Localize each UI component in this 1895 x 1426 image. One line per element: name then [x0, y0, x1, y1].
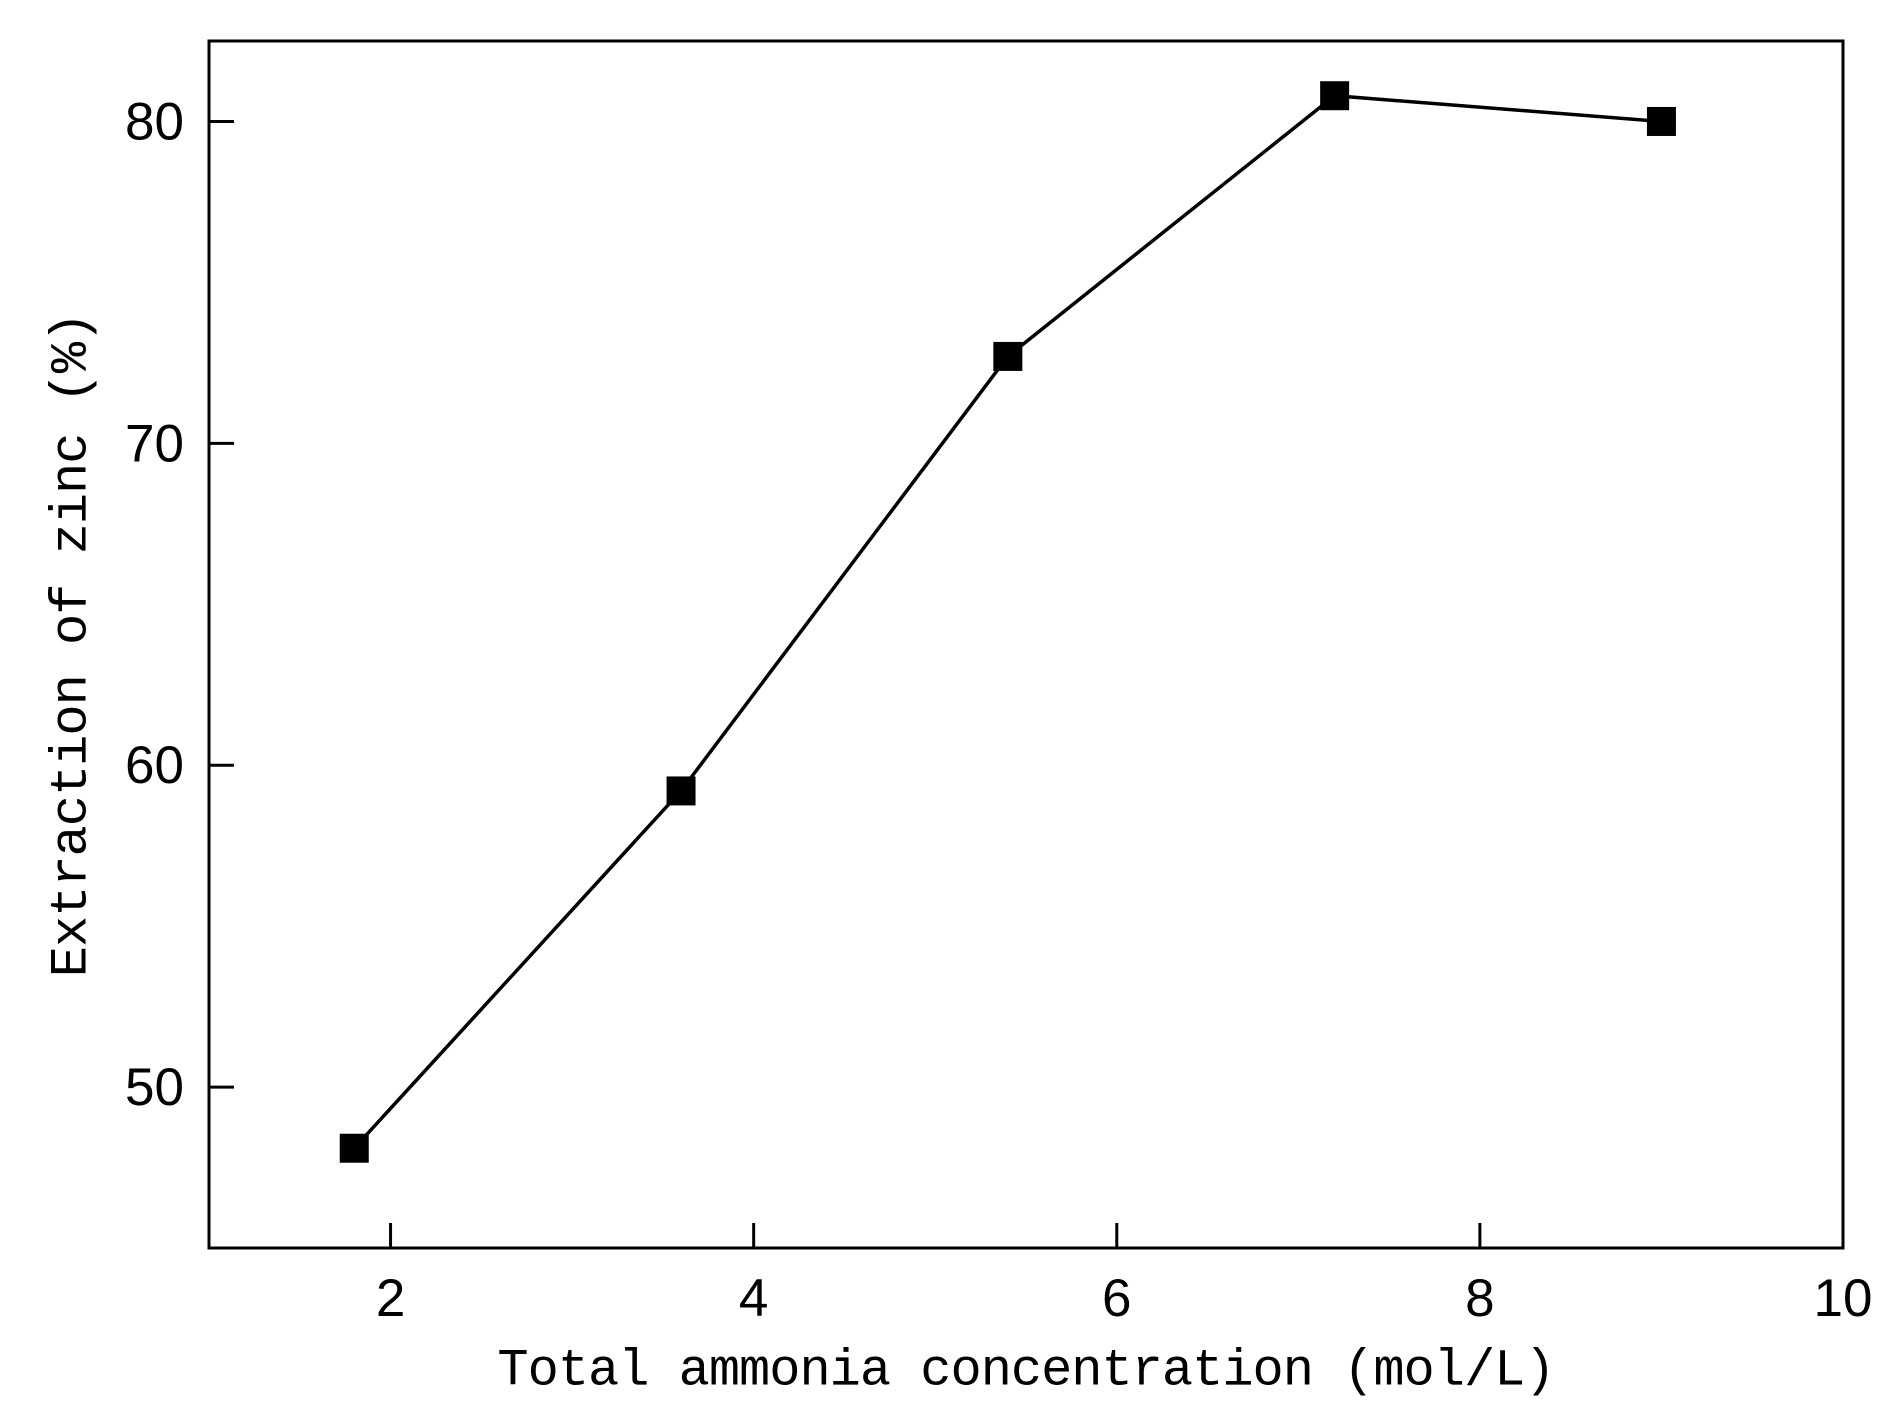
y-axis-label: Extraction of zinc (%) — [42, 312, 102, 978]
x-axis-label: Total ammonia concentration (mol/L) — [497, 1341, 1555, 1401]
x-tick-label: 6 — [1102, 1269, 1131, 1328]
data-point-marker — [666, 776, 696, 806]
plot-frame — [207, 39, 1845, 1250]
data-point-marker — [1320, 81, 1350, 111]
x-tick-label: 4 — [739, 1269, 768, 1328]
x-tick-label: 10 — [1814, 1269, 1873, 1328]
x-tick-label: 8 — [1465, 1269, 1494, 1328]
y-tick-label: 80 — [125, 92, 184, 151]
data-point-marker — [1646, 106, 1676, 136]
data-point-marker — [339, 1133, 369, 1163]
y-tick-label: 70 — [125, 414, 184, 473]
data-point-marker — [993, 341, 1023, 371]
y-tick-label: 60 — [125, 736, 184, 795]
x-tick-label: 2 — [376, 1269, 405, 1328]
series-line — [352, 93, 1662, 1150]
y-tick-label: 50 — [125, 1058, 184, 1117]
